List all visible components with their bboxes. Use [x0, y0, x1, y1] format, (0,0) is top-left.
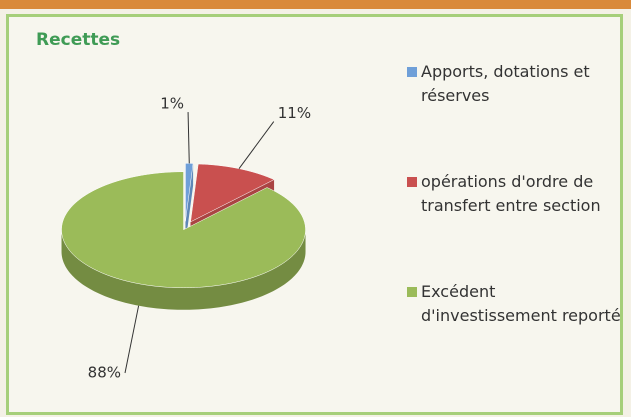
data-label: 1% [160, 95, 184, 113]
legend-swatch [407, 287, 417, 297]
slice [61, 171, 306, 289]
slice [190, 163, 275, 223]
data-label: 11% [278, 104, 311, 122]
legend-swatch [407, 67, 417, 77]
legend-label: Apports, dotations et réserves [421, 62, 590, 105]
leader-line [187, 112, 190, 164]
legend-label: Excédent d'investissement reporté [421, 282, 621, 325]
legend-entry: opérations d'ordre de transfert entre se… [405, 170, 621, 218]
chart-title: Recettes [36, 30, 121, 50]
legend-swatch [407, 177, 417, 187]
data-label: 88% [88, 364, 121, 382]
legend-entry: Apports, dotations et réserves [405, 60, 621, 108]
slice-cut [185, 163, 194, 244]
legend-label: opérations d'ordre de transfert entre se… [421, 172, 601, 215]
leader-line [238, 121, 275, 169]
top-bar [0, 0, 631, 9]
slice-side [61, 229, 306, 310]
leader-line [124, 305, 140, 374]
slice [185, 163, 194, 222]
legend-entry: Excédent d'investissement reporté [405, 280, 621, 328]
